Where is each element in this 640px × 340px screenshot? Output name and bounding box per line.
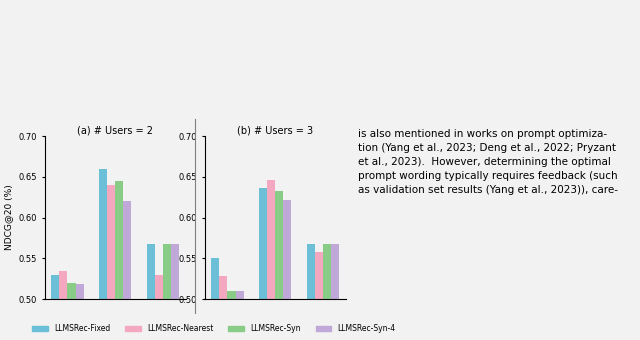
- Text: is also mentioned in works on prompt optimiza-
tion (Yang et al., 2023; Deng et : is also mentioned in works on prompt opt…: [358, 129, 618, 195]
- Legend: LLMSRec-Fixed, LLMSRec-Nearest, LLMSRec-Syn, LLMSRec-Syn-4: LLMSRec-Fixed, LLMSRec-Nearest, LLMSRec-…: [29, 321, 398, 336]
- Bar: [236, 291, 244, 340]
- Bar: [99, 169, 107, 340]
- Bar: [267, 180, 275, 340]
- Bar: [171, 244, 179, 340]
- Bar: [284, 201, 291, 340]
- Bar: [220, 276, 227, 340]
- Bar: [163, 244, 171, 340]
- Bar: [124, 201, 131, 340]
- Title: (b) # Users = 3: (b) # Users = 3: [237, 125, 313, 135]
- Y-axis label: NDCG@20 (%): NDCG@20 (%): [4, 185, 13, 251]
- Bar: [147, 244, 155, 340]
- Bar: [307, 244, 315, 340]
- Bar: [155, 275, 163, 340]
- Bar: [259, 188, 267, 340]
- Bar: [227, 291, 236, 340]
- Bar: [275, 191, 284, 340]
- Bar: [51, 275, 60, 340]
- Bar: [211, 258, 220, 340]
- Bar: [315, 252, 323, 340]
- Title: (a) # Users = 2: (a) # Users = 2: [77, 125, 153, 135]
- Bar: [107, 185, 115, 340]
- Bar: [115, 181, 124, 340]
- Bar: [60, 271, 67, 340]
- Bar: [323, 244, 331, 340]
- Bar: [331, 244, 339, 340]
- Bar: [76, 284, 84, 340]
- Bar: [67, 283, 76, 340]
